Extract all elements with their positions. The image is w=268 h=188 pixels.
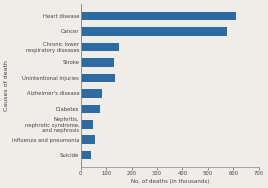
Bar <box>81 12 236 20</box>
Bar <box>81 42 119 51</box>
Bar <box>81 58 114 67</box>
Bar <box>81 105 100 113</box>
Bar <box>81 151 91 159</box>
Bar <box>81 74 115 82</box>
Bar <box>81 136 95 144</box>
Bar <box>81 27 227 36</box>
Bar <box>81 120 93 129</box>
Y-axis label: Causes of death: Causes of death <box>4 60 9 111</box>
Bar <box>81 89 102 98</box>
X-axis label: No. of deaths (in thousands): No. of deaths (in thousands) <box>131 179 209 184</box>
